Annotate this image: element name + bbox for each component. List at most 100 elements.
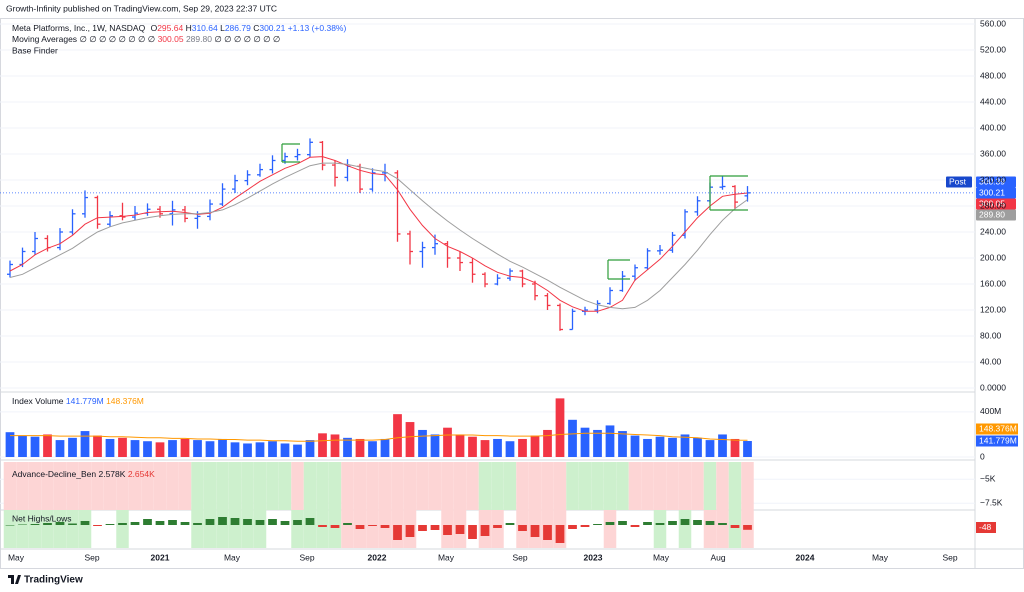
price-badge-text: 289.80 <box>979 209 1005 219</box>
x-tick-label: Aug <box>710 552 725 562</box>
price-badge <box>976 198 1016 210</box>
signal-band <box>341 462 354 510</box>
bar <box>268 519 277 525</box>
y-tick-label: 560.00 <box>980 18 1006 28</box>
bar <box>493 438 502 457</box>
signal-band <box>3 462 17 510</box>
volume-badge <box>976 435 1018 447</box>
bar <box>593 429 602 457</box>
signal-band <box>28 510 42 548</box>
signal-band <box>366 462 379 510</box>
base-box <box>607 259 630 280</box>
bar <box>693 520 702 525</box>
bar <box>443 427 452 457</box>
bar <box>218 438 227 457</box>
bar <box>143 441 152 457</box>
volume-title: Index Volume <box>12 396 64 406</box>
price-badge-text: 300.21 <box>979 187 1005 197</box>
bar <box>730 438 740 457</box>
y-tick-label: 360.00 <box>980 148 1006 158</box>
signal-band <box>716 462 729 510</box>
y-tick-label: 320.00 <box>980 174 1006 184</box>
bar <box>230 442 240 457</box>
y-tick-label: 520.00 <box>980 44 1006 54</box>
signal-band <box>566 462 579 510</box>
volume-ma <box>10 432 748 442</box>
base-box <box>281 143 300 163</box>
net-legend: Net Highs/Lows <box>12 513 72 523</box>
bar <box>5 432 15 457</box>
y-tick-label: 40.00 <box>980 356 1002 366</box>
price-badge <box>976 176 1016 188</box>
signal-band <box>516 462 529 510</box>
x-tick-label: Sep <box>512 552 527 562</box>
bar <box>18 524 27 525</box>
bar <box>405 422 415 457</box>
bar <box>93 435 102 457</box>
bar <box>730 525 740 528</box>
x-tick-label: May <box>653 552 670 562</box>
signal-band <box>428 462 442 510</box>
bar <box>318 525 327 527</box>
signal-band <box>453 462 467 510</box>
x-tick-label: 2021 <box>151 552 170 562</box>
bar <box>193 523 202 525</box>
bar <box>130 440 140 457</box>
base-box <box>709 175 748 211</box>
ad-title: Advance-Decline_Ben <box>12 469 96 479</box>
signal-band <box>366 510 379 548</box>
bar <box>230 518 240 525</box>
signal-band <box>378 462 392 510</box>
base-finder-label: Base Finder <box>12 45 58 55</box>
bar <box>418 429 427 457</box>
volume-badge-text: 141.779M <box>979 435 1017 445</box>
bar <box>355 438 365 457</box>
bar <box>630 525 640 527</box>
signal-band <box>166 462 179 510</box>
bar <box>55 440 65 457</box>
volume-ma-value: 148.376M <box>106 396 144 406</box>
signal-band <box>328 462 342 510</box>
y-tick-label: 400.00 <box>980 122 1006 132</box>
bar <box>155 442 165 457</box>
signal-band <box>253 462 267 510</box>
bar <box>30 524 40 525</box>
y-tick-label: 440.00 <box>980 96 1006 106</box>
signal-band <box>116 510 129 548</box>
signal-band <box>3 510 17 548</box>
bar <box>743 441 752 457</box>
bar <box>643 438 652 457</box>
bar <box>330 525 340 528</box>
bar <box>455 525 465 534</box>
y-tick-label: 0.0000 <box>980 382 1006 392</box>
bar <box>368 525 377 526</box>
y-tick-label: 400M <box>980 406 1001 416</box>
publish-header: Growth-Infinity published on TradingView… <box>6 3 277 13</box>
signal-band <box>441 462 454 510</box>
bar <box>55 522 65 525</box>
bar <box>193 440 202 457</box>
x-tick-label: May <box>8 552 25 562</box>
signal-band <box>303 462 317 510</box>
ma-title: Moving Averages <box>12 34 77 44</box>
bar <box>68 437 77 457</box>
signal-band <box>178 462 192 510</box>
signal-band <box>641 462 654 510</box>
bar <box>530 525 540 537</box>
bar <box>293 520 302 525</box>
signal-band <box>216 462 229 510</box>
signal-band <box>16 462 29 510</box>
signal-band <box>728 510 742 548</box>
signal-band <box>53 462 67 510</box>
y-tick-label: 0 <box>980 451 985 461</box>
bar <box>280 443 290 457</box>
y-tick-label: −5K <box>980 474 996 484</box>
signal-band <box>78 510 92 548</box>
bar <box>343 437 352 457</box>
bar <box>643 522 652 525</box>
ohlc-value: 310.64 <box>192 23 218 33</box>
bar <box>393 414 402 457</box>
bar <box>18 435 27 457</box>
bar <box>680 434 690 457</box>
signal-band <box>728 462 742 510</box>
